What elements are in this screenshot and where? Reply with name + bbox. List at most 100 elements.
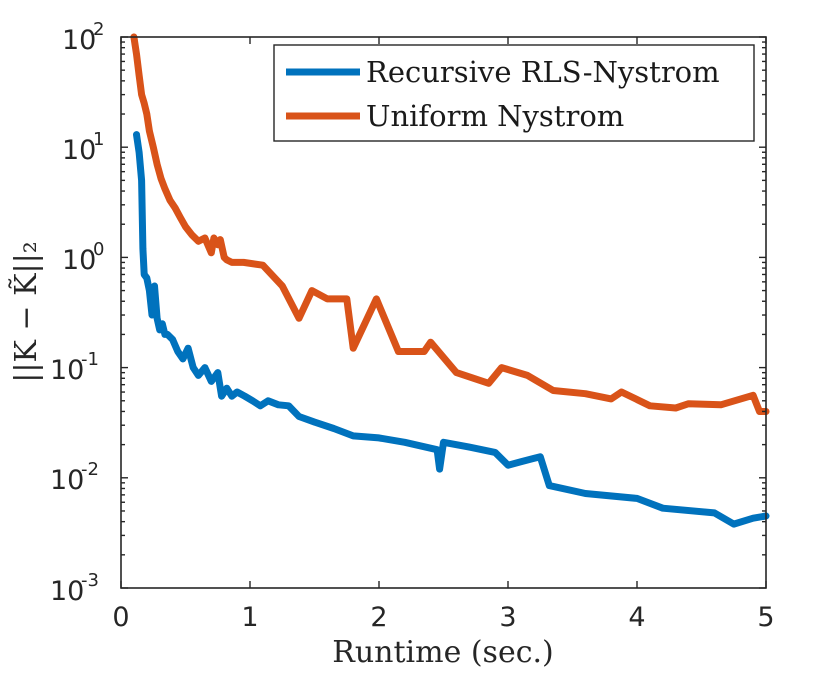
svg-text:2: 2 bbox=[93, 19, 104, 40]
data-point-recursive bbox=[135, 149, 143, 156]
svg-text:10: 10 bbox=[62, 135, 96, 166]
data-point-recursive bbox=[139, 245, 147, 252]
data-point-uniform bbox=[717, 401, 725, 408]
svg-text:10: 10 bbox=[62, 245, 96, 276]
data-point-uniform bbox=[618, 388, 625, 396]
data-point-uniform bbox=[177, 214, 184, 221]
data-point-recursive bbox=[190, 364, 197, 371]
data-point-uniform bbox=[421, 348, 428, 355]
y-tick-label: 10 0 bbox=[62, 239, 104, 276]
data-point-uniform bbox=[608, 395, 615, 403]
data-point-recursive bbox=[730, 520, 737, 528]
svg-text:10: 10 bbox=[50, 465, 84, 496]
data-point-recursive bbox=[375, 434, 383, 442]
x-axis-title: Runtime (sec.) bbox=[332, 635, 554, 670]
x-tick-label: 4 bbox=[628, 602, 645, 633]
y-axis-title: ||K − K̃||₂ bbox=[9, 241, 44, 383]
data-point-uniform bbox=[223, 256, 230, 264]
data-point-recursive bbox=[241, 393, 248, 400]
data-point-recursive bbox=[223, 385, 230, 392]
data-point-recursive bbox=[537, 453, 544, 460]
data-point-recursive bbox=[208, 378, 215, 385]
data-point-uniform bbox=[228, 259, 236, 266]
data-point-uniform bbox=[133, 50, 140, 58]
data-point-uniform bbox=[141, 100, 148, 107]
data-point-recursive bbox=[201, 364, 209, 371]
data-point-recursive bbox=[153, 315, 161, 322]
data-point-uniform bbox=[427, 339, 434, 346]
data-point-uniform bbox=[172, 204, 179, 212]
data-point-recursive bbox=[179, 355, 187, 363]
data-point-recursive bbox=[257, 402, 264, 409]
data-point-recursive bbox=[138, 177, 145, 184]
data-point-uniform bbox=[672, 404, 679, 412]
legend-box bbox=[273, 44, 755, 142]
data-point-uniform bbox=[182, 223, 189, 230]
svg-text:-2: -2 bbox=[81, 459, 99, 480]
data-point-uniform bbox=[240, 259, 247, 266]
axes-box bbox=[120, 36, 767, 589]
data-point-recursive bbox=[159, 320, 166, 327]
data-point-uniform bbox=[453, 369, 460, 376]
y-tick-label: 10 1 bbox=[62, 129, 104, 166]
data-point-recursive bbox=[228, 393, 236, 400]
svg-text:0: 0 bbox=[93, 239, 104, 260]
data-point-uniform bbox=[646, 402, 654, 409]
y-tick-label: 10 -2 bbox=[50, 459, 99, 496]
data-point-recursive bbox=[151, 282, 158, 290]
svg-text:10: 10 bbox=[62, 25, 96, 56]
legend: Recursive RLS-Nystrom Uniform Nystrom bbox=[273, 44, 755, 142]
data-point-uniform bbox=[524, 372, 531, 379]
data-point-uniform bbox=[217, 236, 224, 243]
data-point-recursive bbox=[285, 402, 292, 409]
data-point-recursive bbox=[491, 449, 499, 456]
data-point-uniform bbox=[550, 387, 557, 394]
x-tick-label: 5 bbox=[757, 602, 774, 633]
data-point-uniform bbox=[395, 348, 402, 355]
x-tick-label: 3 bbox=[499, 602, 516, 633]
data-point-recursive bbox=[146, 287, 153, 294]
data-point-recursive bbox=[174, 348, 181, 355]
data-point-uniform bbox=[210, 234, 218, 242]
data-point-uniform bbox=[195, 238, 202, 245]
svg-text:1: 1 bbox=[93, 129, 104, 150]
data-point-recursive bbox=[133, 131, 140, 138]
svg-text:-3: -3 bbox=[81, 570, 99, 591]
data-point-recursive bbox=[148, 311, 156, 319]
x-tick-label: 2 bbox=[370, 602, 387, 633]
data-point-recursive bbox=[184, 345, 192, 352]
data-point-uniform bbox=[135, 72, 143, 79]
data-point-recursive bbox=[218, 393, 225, 400]
data-point-uniform bbox=[756, 408, 763, 415]
data-point-uniform bbox=[188, 231, 196, 239]
data-point-recursive bbox=[275, 401, 282, 408]
data-point-recursive bbox=[164, 331, 171, 338]
data-point-uniform bbox=[214, 241, 221, 248]
data-point-uniform bbox=[279, 282, 286, 290]
data-point-recursive bbox=[143, 274, 150, 282]
data-point-recursive bbox=[582, 490, 589, 497]
data-point-uniform bbox=[350, 345, 357, 352]
data-point-recursive bbox=[433, 446, 441, 453]
svg-text:-1: -1 bbox=[81, 349, 99, 370]
legend-label-uniform: Uniform Nystrom bbox=[366, 99, 624, 133]
data-point-uniform bbox=[157, 175, 165, 182]
data-point-recursive bbox=[264, 397, 272, 404]
data-point-uniform bbox=[685, 400, 692, 407]
data-point-uniform bbox=[138, 91, 145, 98]
data-point-uniform bbox=[749, 392, 757, 399]
y-tick-label: 10 2 bbox=[62, 19, 104, 56]
data-point-uniform bbox=[201, 234, 209, 242]
data-point-uniform bbox=[259, 262, 267, 269]
data-point-uniform bbox=[295, 315, 303, 322]
data-point-recursive bbox=[659, 505, 666, 512]
data-point-uniform bbox=[150, 144, 157, 151]
data-point-uniform bbox=[373, 295, 380, 303]
data-point-recursive bbox=[530, 455, 537, 462]
data-point-recursive bbox=[295, 413, 303, 420]
data-point-recursive bbox=[504, 462, 512, 469]
data-point-uniform bbox=[498, 364, 505, 371]
data-point-uniform bbox=[166, 197, 174, 204]
data-point-uniform bbox=[308, 287, 316, 294]
